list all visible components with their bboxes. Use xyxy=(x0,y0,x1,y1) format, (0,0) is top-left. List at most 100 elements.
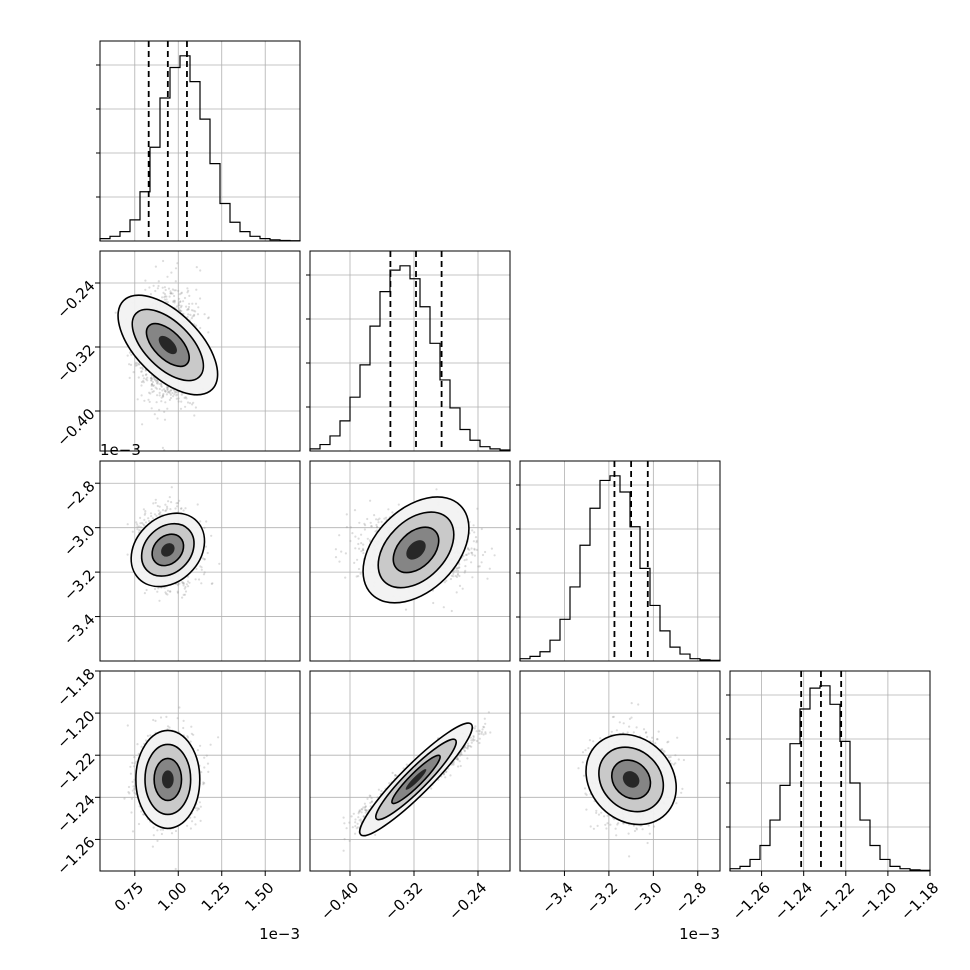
scatter-point xyxy=(187,289,190,292)
scatter-point xyxy=(211,582,214,585)
scatter-point xyxy=(144,279,147,282)
scatter-point xyxy=(199,269,202,272)
scatter-point xyxy=(171,391,174,395)
scatter-point xyxy=(164,390,167,393)
scatter-point xyxy=(146,379,149,382)
scatter-point xyxy=(185,305,188,308)
scatter-point xyxy=(164,288,167,292)
histogram-grid xyxy=(730,671,930,871)
scatter-point xyxy=(163,293,167,296)
scatter-point xyxy=(142,508,145,511)
scatter-point xyxy=(169,292,172,295)
scatter-point xyxy=(141,423,144,426)
scatter-point xyxy=(196,503,199,506)
scatter-point xyxy=(152,390,155,393)
scatter-point xyxy=(139,526,142,529)
scatter-point xyxy=(169,389,172,392)
scatter-point xyxy=(132,371,135,374)
scatter-point xyxy=(139,366,142,369)
scatter-point xyxy=(184,507,187,510)
scatter-point xyxy=(187,305,191,309)
scatter-point xyxy=(182,582,186,585)
scatter-point xyxy=(180,507,183,510)
scatter-point xyxy=(175,502,178,505)
scatter-point xyxy=(151,517,154,520)
scatter-point xyxy=(130,353,133,356)
scatter-point xyxy=(363,522,366,526)
scatter-point xyxy=(199,297,202,300)
scatter-point xyxy=(368,539,371,542)
scatter-point xyxy=(187,307,190,311)
scatter-point xyxy=(164,503,167,506)
scatter-point xyxy=(161,296,164,299)
scatter-point xyxy=(142,381,145,384)
scatter-point xyxy=(163,298,166,301)
scatter-point xyxy=(181,596,184,599)
scatter-point xyxy=(474,536,478,539)
scatter-point xyxy=(334,556,338,559)
scatter-point xyxy=(452,570,455,573)
scatter-point xyxy=(149,392,152,395)
scatter-point xyxy=(168,392,171,395)
scatter-point xyxy=(156,417,159,420)
scatter-point xyxy=(174,289,177,292)
scatter-point xyxy=(468,548,471,552)
scatter-point xyxy=(174,391,177,394)
scatter-point xyxy=(470,551,473,554)
scatter-point xyxy=(171,292,174,295)
scatter-point xyxy=(156,287,159,290)
scatter-point xyxy=(207,317,210,320)
scatter-point xyxy=(142,377,146,380)
scatter-point xyxy=(165,592,168,595)
scatter-point xyxy=(182,300,185,303)
scatter-point xyxy=(190,309,194,312)
scatter-point xyxy=(144,521,148,524)
scatter-point xyxy=(182,593,185,597)
scatter-point xyxy=(144,512,147,515)
scatter-point xyxy=(167,287,171,290)
scatter-point xyxy=(363,528,366,531)
scatter-point xyxy=(179,309,182,312)
scatter-point xyxy=(176,393,179,396)
scatter-point xyxy=(369,521,372,524)
scatter-point xyxy=(172,300,175,303)
scatter-point xyxy=(369,499,372,502)
scatter-point xyxy=(157,280,160,283)
scatter-point xyxy=(344,552,347,555)
histogram-grid xyxy=(520,461,720,661)
scatter-point xyxy=(151,377,154,380)
scatter-point xyxy=(158,512,161,515)
scatter-point xyxy=(464,569,467,573)
scatter-point xyxy=(357,542,360,546)
scatter-point xyxy=(153,587,157,591)
scatter-point xyxy=(175,305,178,308)
scatter-point xyxy=(391,511,394,514)
scatter-point xyxy=(143,518,146,522)
scatter-point xyxy=(195,266,198,269)
scatter-point xyxy=(180,309,183,313)
scatter-point xyxy=(472,540,475,543)
scatter-point xyxy=(354,535,357,538)
scatter-point xyxy=(338,560,341,563)
histogram-frame xyxy=(309,250,511,452)
scatter-point xyxy=(150,383,153,386)
scatter-point xyxy=(177,289,180,292)
scatter-point xyxy=(140,380,143,384)
scatter-point xyxy=(160,400,163,403)
scatter-point xyxy=(454,574,457,578)
scatter-point xyxy=(188,581,191,584)
scatter-point xyxy=(467,552,470,555)
scatter-point xyxy=(200,566,203,569)
scatter-point xyxy=(160,385,163,388)
scatter-point xyxy=(162,291,165,294)
scatter-point xyxy=(136,528,139,531)
scatter-point xyxy=(377,518,380,521)
scatter-point xyxy=(458,584,462,588)
scatter-point xyxy=(180,304,183,307)
scatter-point xyxy=(186,291,189,294)
scatter-point xyxy=(334,548,337,551)
scatter-point xyxy=(170,501,173,504)
scatter-point xyxy=(153,513,157,516)
scatter-point xyxy=(168,590,172,593)
